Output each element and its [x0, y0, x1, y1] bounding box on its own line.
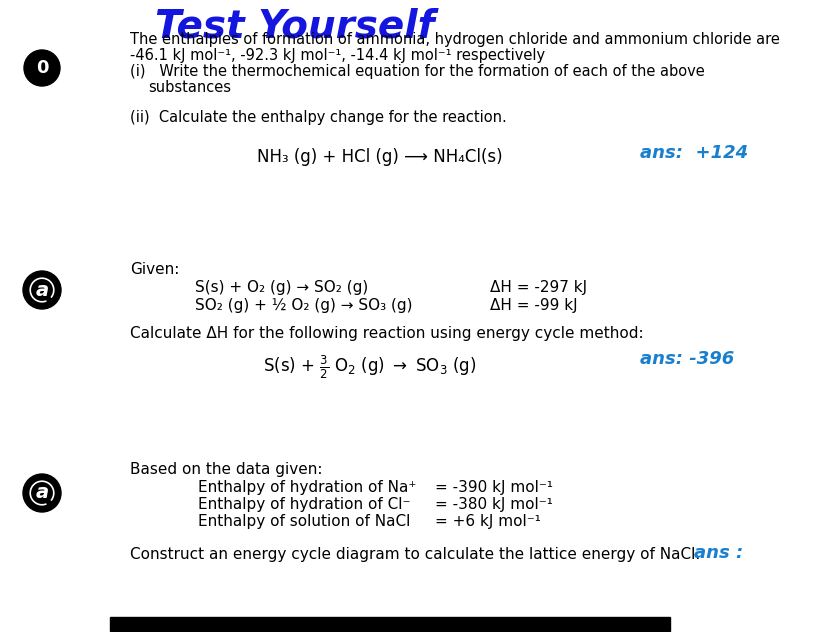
Text: = -390 kJ mol⁻¹: = -390 kJ mol⁻¹ [435, 480, 553, 495]
Text: SO₂ (g) + ½ O₂ (g) → SO₃ (g): SO₂ (g) + ½ O₂ (g) → SO₃ (g) [195, 298, 412, 313]
Text: = +6 kJ mol⁻¹: = +6 kJ mol⁻¹ [435, 514, 541, 529]
Text: NH₃ (g) + HCl (g) ⟶ NH₄Cl(s): NH₃ (g) + HCl (g) ⟶ NH₄Cl(s) [257, 148, 502, 166]
Text: S(s) + O₂ (g) → SO₂ (g): S(s) + O₂ (g) → SO₂ (g) [195, 280, 368, 295]
Text: a: a [36, 281, 49, 300]
Text: a: a [36, 483, 49, 502]
Circle shape [24, 50, 60, 86]
Text: = -380 kJ mol⁻¹: = -380 kJ mol⁻¹ [435, 497, 553, 512]
Text: Given:: Given: [130, 262, 180, 277]
Text: -46.1 kJ mol⁻¹, -92.3 kJ mol⁻¹, -14.4 kJ mol⁻¹ respectively: -46.1 kJ mol⁻¹, -92.3 kJ mol⁻¹, -14.4 kJ… [130, 48, 546, 63]
Text: ans: -396: ans: -396 [640, 350, 734, 368]
Text: ΔH = -297 kJ: ΔH = -297 kJ [490, 280, 587, 295]
Text: ans:  +124: ans: +124 [640, 144, 748, 162]
Text: 0: 0 [36, 59, 48, 77]
Circle shape [23, 271, 61, 309]
Text: (ii)  Calculate the enthalpy change for the reaction.: (ii) Calculate the enthalpy change for t… [130, 110, 506, 125]
Circle shape [23, 474, 61, 512]
Bar [110, 617, 670, 631]
Text: The enthalpies of formation of ammonia, hydrogen chloride and ammonium chloride : The enthalpies of formation of ammonia, … [130, 32, 780, 47]
Text: Enthalpy of solution of NaCl: Enthalpy of solution of NaCl [198, 514, 411, 529]
Text: ans :: ans : [694, 544, 743, 562]
Text: S(s) + $\frac{3}{2}$ O$_2$ (g) $\rightarrow$ SO$_3$ (g): S(s) + $\frac{3}{2}$ O$_2$ (g) $\rightar… [263, 354, 476, 381]
Text: ΔH = -99 kJ: ΔH = -99 kJ [490, 298, 577, 313]
Text: Calculate ΔH for the following reaction using energy cycle method:: Calculate ΔH for the following reaction … [130, 326, 644, 341]
Text: Enthalpy of hydration of Cl⁻: Enthalpy of hydration of Cl⁻ [198, 497, 411, 512]
Text: Enthalpy of hydration of Na⁺: Enthalpy of hydration of Na⁺ [198, 480, 416, 495]
Text: substances: substances [148, 80, 231, 95]
Text: Based on the data given:: Based on the data given: [130, 462, 323, 477]
Text: Test Yourself: Test Yourself [155, 8, 434, 46]
Text: Construct an energy cycle diagram to calculate the lattice energy of NaCl.: Construct an energy cycle diagram to cal… [130, 547, 700, 562]
Text: (i)   Write the thermochemical equation for the formation of each of the above: (i) Write the thermochemical equation fo… [130, 64, 705, 79]
